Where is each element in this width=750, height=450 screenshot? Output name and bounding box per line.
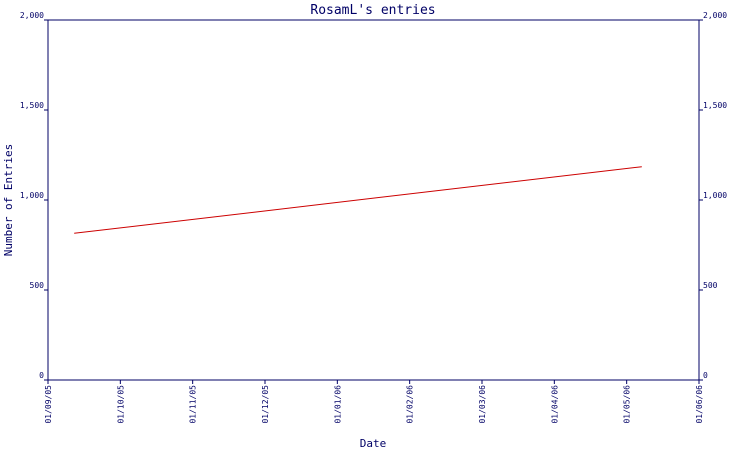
y-tick-label-left: 1,500 [20,101,44,110]
series-line [74,166,642,234]
x-tick-label: 01/09/05 [44,385,53,424]
plot-area [47,19,700,381]
x-tick-label: 01/03/06 [478,385,487,424]
x-tick-label: 01/10/05 [116,385,125,424]
y-tick-label-right: 0 [703,371,708,380]
y-tick-label-left: 2,000 [20,11,44,20]
x-tick-label: 01/12/05 [261,385,270,424]
x-tick-label: 01/02/06 [406,385,415,424]
y-tick-label-right: 1,500 [703,101,727,110]
y-tick-label-left: 0 [39,371,44,380]
x-tick-label: 01/01/06 [333,385,342,424]
y-axis-left: 0 500 1,000 1,500 2,000 [20,11,48,381]
series-group [74,166,642,234]
y-axis-right: 0 500 1,000 1,500 2,000 [699,11,727,381]
x-axis-label: Date [360,437,387,450]
chart-title: RosamL's entries [310,3,435,18]
y-tick-label-right: 2,000 [703,11,727,20]
x-tick-label: 01/06/06 [695,385,704,424]
y-axis-label: Number of Entries [2,144,15,257]
y-tick-label-left: 1,000 [20,191,44,200]
y-tick-label-right: 500 [703,281,718,290]
x-axis: 01/09/05 01/10/05 01/11/05 01/12/05 01/01/06… [44,380,704,424]
x-tick-label: 01/11/05 [189,385,198,424]
x-tick-label: 01/05/06 [623,385,632,424]
y-tick-label-left: 500 [30,281,45,290]
y-tick-label-right: 1,000 [703,191,727,200]
x-tick-label: 01/04/06 [550,385,559,424]
